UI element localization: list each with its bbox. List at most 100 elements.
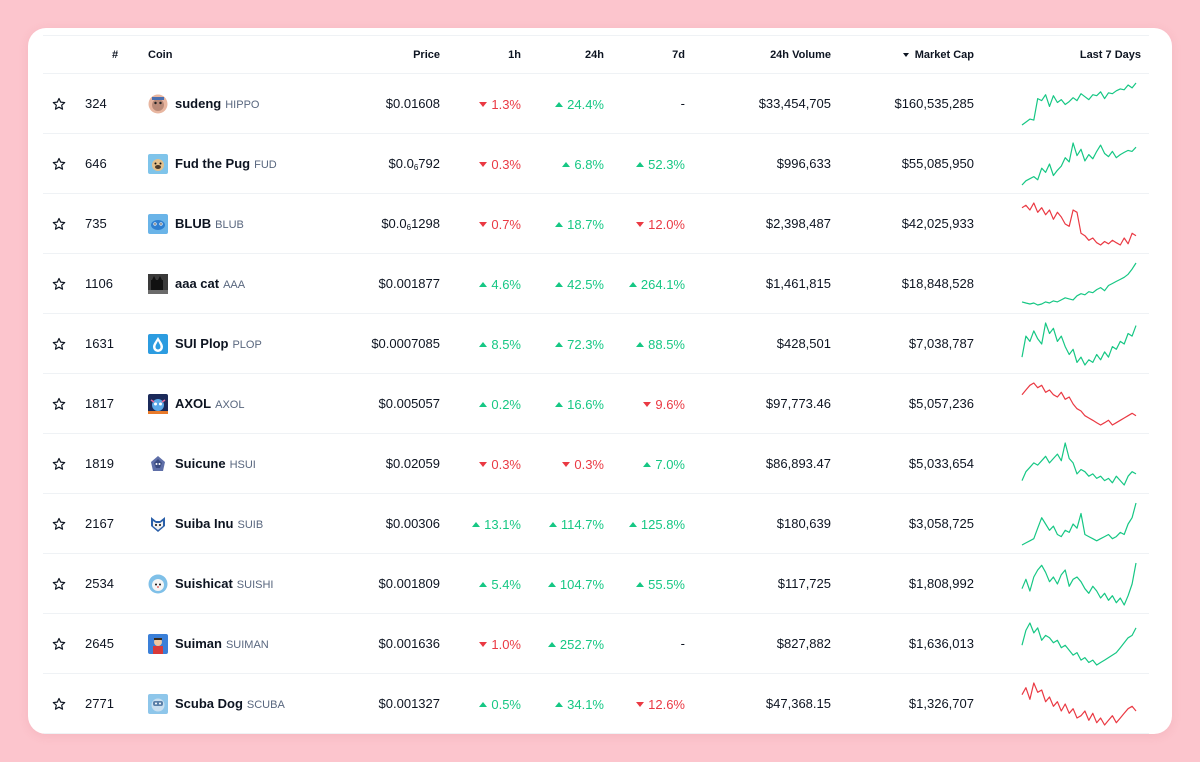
table-row[interactable]: 1631 SUI Plop PLOP $0.0007085 8.5% 72.3% 88.5%… (43, 313, 1149, 374)
change-1h: 13.1% (450, 493, 524, 554)
volume-cell: $117,725 (689, 553, 834, 614)
caret-up-icon (547, 582, 556, 587)
shiba-logo-icon (148, 514, 168, 534)
sparkline-cell[interactable] (978, 133, 1149, 194)
cat-logo-icon (148, 273, 168, 294)
table-row[interactable]: 2167 Suiba Inu SUIB $0.00306 13.1% 114.7% 125.… (43, 493, 1149, 554)
coin-cell[interactable]: BLUB BLUB (138, 193, 318, 254)
coin-cell[interactable]: Suiman SUIMAN (138, 613, 318, 674)
star-icon[interactable] (43, 97, 74, 111)
table-row[interactable]: 735 BLUB BLUB $0.061298 0.7% 18.7% 12.0% $2,398… (43, 193, 1149, 254)
favorite-star-cell (43, 193, 74, 254)
coin-cell[interactable]: Suicune HSUI (138, 433, 318, 494)
sparkline-cell[interactable] (978, 553, 1149, 614)
caret-up-icon (479, 342, 488, 347)
header-last-7-days: Last 7 Days (978, 35, 1149, 74)
sparkline-cell[interactable] (978, 73, 1149, 134)
change-7d: 88.5% (607, 313, 689, 374)
star-icon[interactable] (43, 457, 74, 471)
sparkline-cell[interactable] (978, 193, 1149, 254)
star-icon[interactable] (43, 517, 74, 531)
table-row[interactable]: 1819 Suicune HSUI $0.02059 0.3% 0.3% 7.0% $86,8… (43, 433, 1149, 494)
price-cell: $0.06792 (318, 133, 450, 194)
caret-up-icon (628, 522, 637, 527)
price-prefix: $0.0 (388, 156, 414, 171)
sparkline-cell[interactable] (978, 673, 1149, 734)
sort-desc-icon (902, 52, 909, 57)
change-7d-value: 88.5% (648, 337, 685, 352)
coin-name[interactable]: Suicune (175, 456, 226, 471)
sparkline-line (1021, 681, 1137, 726)
header-7d[interactable]: 7d (607, 35, 689, 74)
star-icon[interactable] (43, 337, 74, 351)
rank-cell: 2167 (74, 493, 138, 554)
coin-cell[interactable]: Suiba Inu SUIB (138, 493, 318, 554)
coin-cell[interactable]: sudeng HIPPO (138, 73, 318, 134)
coin-name[interactable]: AXOL (175, 396, 212, 411)
sparkline-cell[interactable] (978, 613, 1149, 674)
header-rank[interactable]: # (74, 35, 138, 74)
sparkline-line (1021, 502, 1137, 546)
header-24h[interactable]: 24h (524, 35, 607, 74)
caret-down-icon (479, 102, 488, 107)
price-cell: $0.005057 (318, 373, 450, 434)
volume-cell: $827,882 (689, 613, 834, 674)
sparkline-7d (1021, 681, 1137, 726)
table-row[interactable]: 2645 Suiman SUIMAN $0.001636 1.0% 252.7% - $827… (43, 613, 1149, 674)
sparkline-cell[interactable] (978, 313, 1149, 374)
coin-name[interactable]: aaa cat (175, 276, 220, 291)
coin-name[interactable]: Suiman (175, 636, 222, 651)
header-price[interactable]: Price (318, 35, 450, 74)
coin-cell[interactable]: SUI Plop PLOP (138, 313, 318, 374)
price-rest: 1298 (411, 216, 440, 231)
star-icon[interactable] (43, 577, 74, 591)
volume-cell: $97,773.46 (689, 373, 834, 434)
coin-name[interactable]: Suiba Inu (175, 516, 234, 531)
star-icon[interactable] (43, 277, 74, 291)
coin-cell[interactable]: Suishicat SUISHI (138, 553, 318, 614)
header-1h[interactable]: 1h (450, 35, 524, 74)
coin-name[interactable]: Suishicat (175, 576, 233, 591)
change-24h: 18.7% (524, 193, 607, 254)
table-row[interactable]: 646 Fud the Pug FUD $0.06792 0.3% 6.8% 52.3% $9… (43, 133, 1149, 194)
star-icon[interactable] (43, 637, 74, 651)
header-24h-volume[interactable]: 24h Volume (689, 35, 834, 74)
sparkline-7d (1021, 141, 1137, 185)
table-row[interactable]: 2534 Suishicat SUISHI $0.001809 5.4% 104.7% 55… (43, 553, 1149, 614)
coin-name[interactable]: BLUB (175, 216, 212, 231)
caret-up-icon (562, 162, 571, 167)
table-row[interactable]: 324 sudeng HIPPO $0.01608 1.3% 24.4% - $33,454,… (43, 73, 1149, 134)
change-1h: 1.3% (450, 73, 524, 134)
star-icon[interactable] (43, 397, 74, 411)
coin-name[interactable]: SUI Plop (175, 336, 229, 351)
star-icon[interactable] (43, 157, 74, 171)
coin-cell[interactable]: Scuba Dog SCUBA (138, 673, 318, 734)
sparkline-cell[interactable] (978, 433, 1149, 494)
price-value: $0.001809 (378, 576, 440, 591)
header-market-cap[interactable]: Market Cap (834, 35, 978, 74)
volume-cell: $2,398,487 (689, 193, 834, 254)
favorite-star-cell (43, 553, 74, 614)
coin-name[interactable]: Scuba Dog (175, 696, 243, 711)
coin-cell[interactable]: Fud the Pug FUD (138, 133, 318, 194)
suicune-logo-icon (148, 454, 168, 474)
coin-name[interactable]: sudeng (175, 96, 222, 111)
coin-cell[interactable]: AXOL AXOL (138, 373, 318, 434)
star-icon[interactable] (43, 217, 74, 231)
coin-cell[interactable]: aaa cat AAA (138, 253, 318, 314)
sparkline-cell[interactable] (978, 373, 1149, 434)
table-row[interactable]: 1106 aaa cat AAA $0.001877 4.6% 42.5% 264.1% $1… (43, 253, 1149, 314)
header-market-cap-label: Market Cap (914, 48, 974, 61)
market-cap-cell: $5,057,236 (834, 373, 978, 434)
sparkline-cell[interactable] (978, 253, 1149, 314)
header-coin[interactable]: Coin (138, 35, 318, 74)
change-1h-value: 0.7% (491, 217, 521, 232)
volume-cell: $33,454,705 (689, 73, 834, 134)
coin-name[interactable]: Fud the Pug (175, 156, 251, 171)
star-icon[interactable] (43, 697, 74, 711)
change-7d: 125.8% (607, 493, 689, 554)
price-cell: $0.0007085 (318, 313, 450, 374)
sparkline-cell[interactable] (978, 493, 1149, 554)
table-row[interactable]: 1817 AXOL AXOL $0.005057 0.2% 16.6% 9.6% $97,77… (43, 373, 1149, 434)
table-row[interactable]: 2771 Scuba Dog SCUBA $0.001327 0.5% 34.1% 12.6… (43, 673, 1149, 734)
